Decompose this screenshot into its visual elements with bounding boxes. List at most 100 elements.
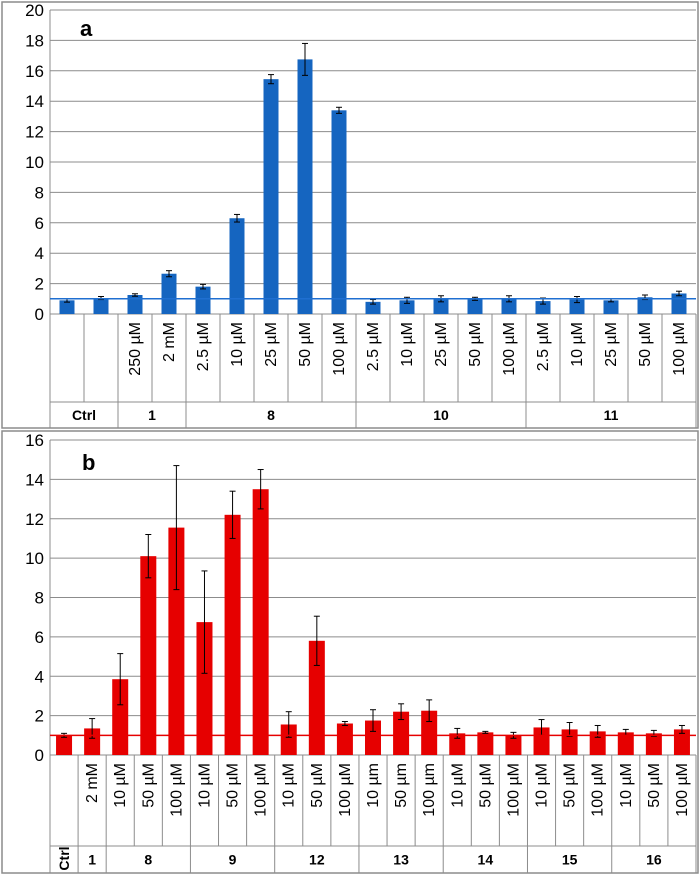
panel-a-category-label: 25 µM (263, 322, 280, 367)
panel-a-y-tick-label: 2 (35, 275, 44, 294)
panel-a-category-label: 50 µM (467, 322, 484, 367)
panel-b-group-label: 16 (646, 852, 662, 868)
panel-b-group-label: 12 (309, 852, 325, 868)
panel-b-group-label: 9 (229, 852, 237, 868)
panel-a-y-tick-label: 12 (25, 123, 44, 142)
panel-a-category-label: 25 µM (433, 322, 450, 367)
panel-b: 0 2 4 6 8 10 12 14 16 Ctrl 1 2 mM 8 10 µM 50 µM 100 µM 9… (1, 430, 699, 874)
panel-a-y-tick-label: 4 (35, 244, 44, 263)
panel-a-bar (637, 297, 653, 314)
panel-b-bar (617, 732, 634, 755)
panel-a-bar (161, 273, 177, 314)
panel-a-bar (399, 300, 415, 314)
panel-a-category-label: 2.5 µM (195, 322, 212, 371)
panel-a-y-tick-label: 16 (25, 62, 44, 81)
panel-b-category-label: 10 µM (534, 763, 551, 808)
panel-b-category-label: 50 µM (225, 763, 242, 808)
panel-b-frame (1, 430, 699, 874)
panel-a-category-label: 100 µM (331, 322, 348, 376)
panel-a-bar (603, 300, 619, 314)
panel-a-category-label: 2 mM (161, 322, 178, 362)
panel-a-bar (195, 286, 211, 314)
panel-b-y-tick-label: 8 (35, 589, 44, 608)
panel-b-category-label: 2 mM (84, 763, 101, 803)
panel-b-y-tick-label: 10 (25, 549, 44, 568)
panel-a-bar (671, 293, 687, 314)
panel-b-category-label: 100 µM (337, 763, 354, 817)
panel-b-y-tick-label: 4 (35, 667, 44, 686)
panel-a-bar (365, 301, 381, 314)
panel-b-y-tick-label: 14 (25, 470, 44, 489)
panel-a-bar (127, 295, 143, 314)
panel-b-bar (533, 727, 550, 755)
panel-b-bar (645, 733, 662, 755)
panel-a: 0 2 4 6 8 10 12 14 16 18 20 Ctrl 1 250 µM 2 mM 8 2.5 µM 1… (1, 1, 699, 429)
panel-b-y-tick-label: 6 (35, 628, 44, 647)
panel-a-category-label: 2.5 µM (535, 322, 552, 371)
panel-a-bar (501, 298, 517, 314)
panel-a-group-label: Ctrl (72, 407, 96, 423)
panel-a-bar (59, 300, 75, 314)
panel-b-category-label: 10 µM (196, 763, 213, 808)
panel-a-category-label: 10 µM (399, 322, 416, 367)
panel-a-label: a (80, 16, 93, 41)
panel-b-bar (477, 732, 494, 755)
panel-b-group-label: 1 (88, 852, 96, 868)
panel-a-bar (263, 79, 279, 314)
panel-a-bar (229, 218, 245, 314)
panel-a-category-label: 10 µM (229, 322, 246, 367)
panel-a-category-label: 250 µM (127, 322, 144, 376)
panel-b-category-label: 100 µM (674, 763, 691, 817)
panel-b-bar (168, 527, 185, 755)
panel-a-category-label: 2.5 µM (365, 322, 382, 371)
panel-a-category-label: 100 µM (501, 322, 518, 376)
panel-b-group-label: Ctrl (56, 846, 72, 870)
panel-a-bar (93, 298, 109, 314)
panel-a-bar (569, 299, 585, 314)
panel-b-bar (505, 735, 522, 755)
panel-b-bar (393, 711, 410, 755)
panel-b-category-label: 100 µm (421, 763, 438, 817)
panel-a-group-label: 1 (148, 407, 156, 423)
panel-b-bar (308, 640, 325, 755)
panel-b-label: b (82, 450, 95, 475)
panel-b-y-tick-label: 2 (35, 707, 44, 726)
panel-b-group-label: 14 (478, 852, 494, 868)
panel-b-category-label: 100 µM (505, 763, 522, 817)
panel-b-category-label: 10 µM (449, 763, 466, 808)
panel-b-category-label: 10 µM (112, 763, 129, 808)
panel-a-y-tick-label: 8 (35, 183, 44, 202)
panel-a-y-tick-label: 6 (35, 214, 44, 233)
panel-b-category-label: 50 µM (646, 763, 663, 808)
panel-a-bar (433, 298, 449, 314)
panel-b-bar (449, 733, 466, 755)
panel-b-category-label: 100 µM (253, 763, 270, 817)
panel-a-bar (467, 298, 483, 314)
panel-b-category-label: 10 µM (618, 763, 635, 808)
panel-a-category-label: 100 µM (671, 322, 688, 376)
panel-b-category-label: 50 µM (562, 763, 579, 808)
panel-a-category-label: 10 µM (569, 322, 586, 367)
panel-b-bar (56, 735, 73, 755)
panel-b-category-label: 50 µM (309, 763, 326, 808)
panel-a-category-label: 25 µM (603, 322, 620, 367)
panel-b-bar (140, 556, 157, 755)
panel-b-category-label: 100 µM (590, 763, 607, 817)
panel-a-group-label: 10 (433, 407, 449, 423)
panel-b-y-tick-label: 12 (25, 510, 44, 529)
panel-b-bar (421, 710, 438, 755)
panel-b-bar (224, 514, 241, 755)
panel-a-bar (331, 110, 347, 314)
panel-a-group-label: 11 (604, 407, 619, 423)
panel-b-category-label: 10 µm (365, 763, 382, 808)
panel-b-bar (196, 622, 213, 755)
panel-a-y-tick-label: 10 (25, 153, 44, 172)
panel-b-bar (280, 724, 297, 755)
panel-a-bar (297, 59, 313, 315)
panel-b-category-label: 50 µM (140, 763, 157, 808)
panel-b-category-label: 10 µM (281, 763, 298, 808)
panel-b-bar (589, 731, 606, 755)
panel-b-category-label: 50 µm (393, 763, 410, 808)
panel-b-category-label: 100 µM (168, 763, 185, 817)
